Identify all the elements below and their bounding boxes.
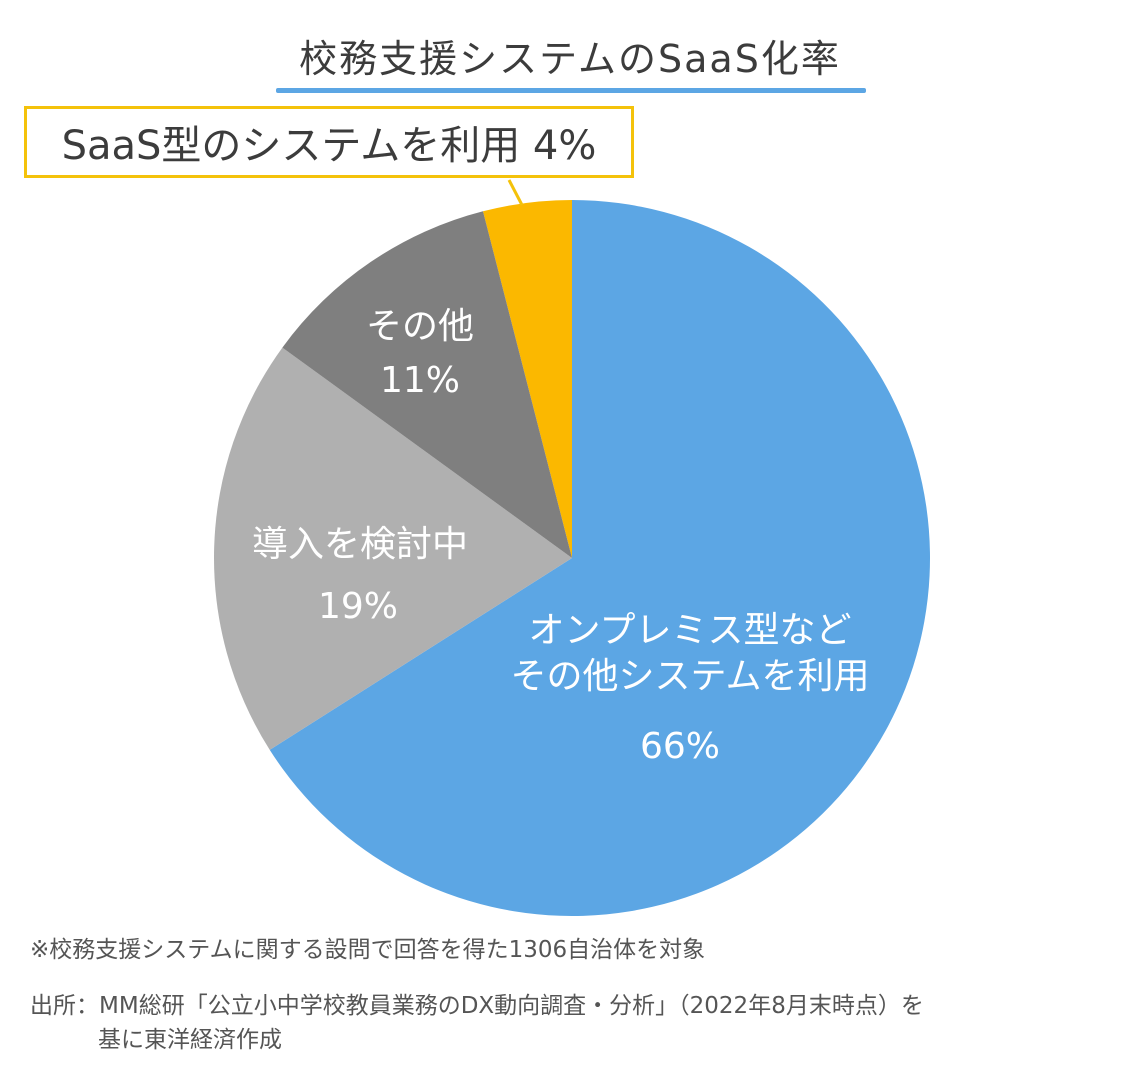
- label-considering-value: 19%: [318, 586, 398, 627]
- footnote-note: ※校務支援システムに関する設問で回答を得た1306自治体を対象: [30, 937, 706, 963]
- chart-title: 校務支援システムのSaaS化率: [299, 37, 841, 81]
- slice-considering: [214, 347, 572, 750]
- footnote-source-cont: 基に東洋経済作成: [98, 1027, 282, 1053]
- saas-callout-text: SaaS型のシステムを利用 4%: [61, 123, 597, 169]
- callout-leader-line: [507, 179, 524, 206]
- footnote-source: 出所：MM総研「公立小中学校教員業務のDX動向調査・分析」（2022年8月末時点…: [30, 993, 924, 1019]
- slice-onpremise: [269, 200, 930, 917]
- label-other-value: 11%: [380, 360, 460, 401]
- label-onpremise-line2: その他システムを利用: [511, 656, 870, 697]
- slice-saas: [482, 200, 572, 558]
- title-underline: [276, 88, 866, 93]
- label-onpremise-value: 66%: [640, 726, 720, 767]
- label-onpremise-line1: オンプレミス型など: [529, 610, 852, 651]
- label-other: その他: [366, 306, 474, 347]
- slice-other: [282, 211, 572, 558]
- saas-callout-box: SaaS型のシステムを利用 4%: [24, 106, 634, 178]
- label-considering: 導入を検討中: [252, 524, 468, 565]
